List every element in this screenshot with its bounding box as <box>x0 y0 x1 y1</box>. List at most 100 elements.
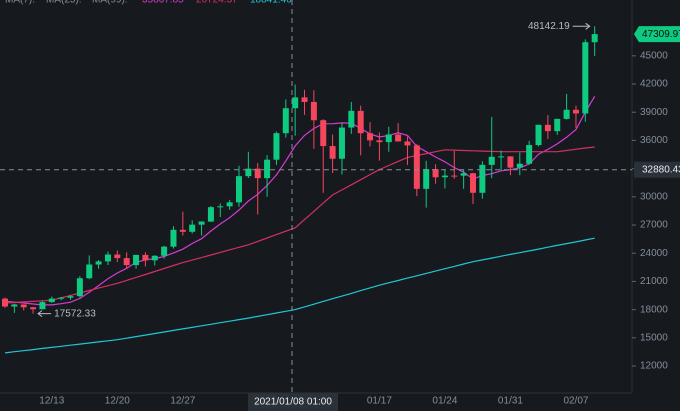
candle-body <box>451 175 458 177</box>
last-price-box <box>634 26 680 43</box>
candle-body <box>30 307 37 310</box>
candle-body <box>441 175 448 178</box>
candle-body <box>357 110 364 134</box>
candle-body <box>301 97 308 102</box>
candle-body <box>39 302 46 310</box>
max-arrow-head <box>585 22 591 30</box>
candle-body <box>217 206 224 208</box>
candle-body <box>95 261 102 265</box>
candle-body <box>264 159 271 179</box>
candle-body <box>563 109 570 119</box>
candle-body <box>170 229 177 247</box>
candle-body <box>423 169 430 189</box>
y-tick-label: 30000 <box>640 191 668 202</box>
x-tick-label: 01/17 <box>367 396 392 407</box>
candle-body <box>189 224 196 232</box>
candle-body <box>207 207 214 222</box>
candle-body <box>385 134 392 143</box>
candle-body <box>86 264 93 279</box>
max-label: 48142.19 <box>528 21 570 32</box>
candle-body <box>488 156 495 165</box>
ma-line <box>4 146 595 304</box>
y-tick-label: 45000 <box>640 50 668 61</box>
legend-value: 18841.46 <box>250 0 292 6</box>
crosshair-x-label: 2021/01/08 01:00 <box>254 397 332 408</box>
candle-body <box>479 164 486 193</box>
crosshair-x-box <box>248 393 338 411</box>
y-tick-label: 39000 <box>640 107 668 118</box>
y-tick-label: 12000 <box>640 361 668 372</box>
candle-body <box>123 258 130 266</box>
candle-body <box>48 298 55 303</box>
candle-body <box>161 246 168 256</box>
y-tick-label: 21000 <box>640 276 668 287</box>
candle-body <box>413 145 420 189</box>
candle-body <box>76 278 83 297</box>
candle-body <box>516 163 523 168</box>
candle-body <box>582 42 589 114</box>
candle-body <box>535 124 542 146</box>
candle-body <box>226 202 233 207</box>
candle-body <box>404 141 411 146</box>
candle-body <box>142 254 149 261</box>
candle-body <box>282 108 289 134</box>
candle-body <box>20 304 27 308</box>
y-tick-label: 36000 <box>640 135 668 146</box>
candle-body <box>432 169 439 178</box>
min-label: 17572.33 <box>54 308 96 319</box>
candle-body <box>292 97 299 109</box>
candle-body <box>367 133 374 141</box>
x-tick-label: 12/27 <box>170 396 195 407</box>
candle-body <box>273 133 280 160</box>
x-tick-label: 12/20 <box>105 396 130 407</box>
candle-body <box>526 145 533 164</box>
y-tick-label: 27000 <box>640 220 668 231</box>
crosshair-y-box <box>634 161 680 178</box>
candle-body <box>11 304 18 307</box>
candle-body <box>507 156 514 168</box>
candle-body <box>554 118 561 132</box>
x-tick-label: 02/07 <box>563 396 588 407</box>
candle-body <box>198 221 205 225</box>
candle-body <box>591 34 598 43</box>
candle-body <box>236 176 242 203</box>
crosshair-y-label: 32880.43 <box>642 164 680 175</box>
candle-body <box>320 120 327 147</box>
legend-name: MA(99): <box>92 0 128 6</box>
x-tick-label: 01/31 <box>498 396 523 407</box>
ma-line <box>4 95 596 306</box>
y-tick-label: 18000 <box>640 304 668 315</box>
candle-body <box>460 173 467 176</box>
x-tick-label: 01/24 <box>432 396 457 407</box>
candle-body <box>470 173 476 193</box>
candle-body <box>310 101 317 121</box>
candle-body <box>245 168 252 177</box>
candle-body <box>376 140 383 143</box>
candle-body <box>254 168 261 179</box>
candle-body <box>58 297 65 299</box>
candle-body <box>104 254 111 262</box>
y-tick-label: 42000 <box>640 79 668 90</box>
candle-body <box>329 146 336 159</box>
candle-body <box>2 298 8 307</box>
y-tick-label: 24000 <box>640 248 668 259</box>
last-price-label: 47309.97 <box>642 29 680 40</box>
min-arrow-head <box>37 310 43 318</box>
legend-name: MA(7): <box>5 0 35 6</box>
x-tick-label: 12/13 <box>39 396 64 407</box>
legend-value: 26724.37 <box>196 0 238 6</box>
legend-name: MA(25): <box>46 0 82 6</box>
candle-body <box>67 296 74 298</box>
candle-body <box>498 156 505 158</box>
candle-body <box>395 134 402 142</box>
candle-body <box>133 254 140 266</box>
candle-body <box>114 254 121 259</box>
candle-body <box>338 127 345 159</box>
legend-value: 35867.85 <box>142 0 184 6</box>
candle-body <box>151 255 158 261</box>
candle-body <box>179 229 186 232</box>
candle-body <box>572 109 579 114</box>
